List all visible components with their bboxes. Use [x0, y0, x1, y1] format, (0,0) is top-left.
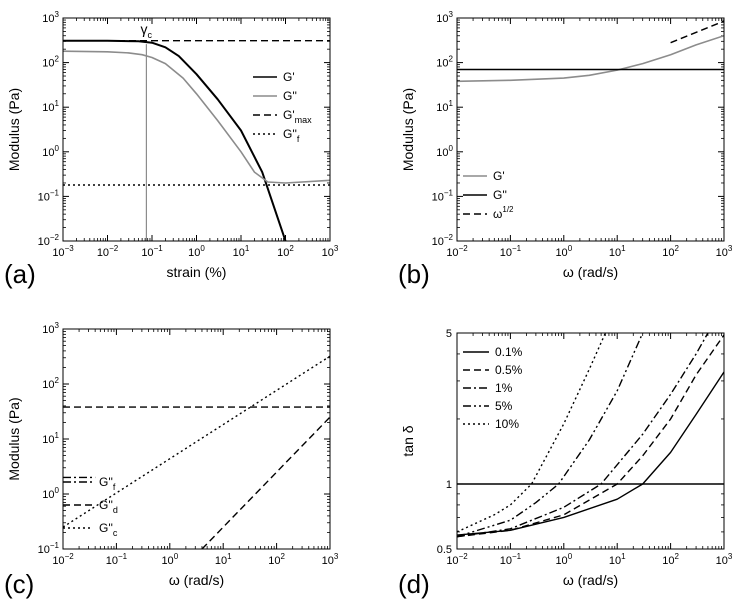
- legend-label: G''f: [99, 475, 116, 492]
- x-axis-label: ω (rad/s): [563, 572, 618, 588]
- y-tick-label: 102: [42, 376, 59, 391]
- x-tick-label: 101: [609, 552, 626, 567]
- x-tick-label: 103: [322, 244, 339, 259]
- x-tick-label: 10−2: [446, 244, 468, 259]
- series-line-10-: [457, 333, 607, 533]
- y-tick-label: 10−1: [38, 541, 60, 556]
- x-tick-label: 10−2: [97, 244, 119, 259]
- legend-label: ω1/2: [493, 205, 514, 221]
- y-tick-label: 100: [42, 486, 59, 501]
- panel-label: (c): [4, 569, 34, 599]
- y-tick-label: 101: [42, 99, 59, 114]
- x-tick-label: 101: [233, 244, 250, 259]
- x-axis-label: strain (%): [167, 264, 227, 280]
- plot-frame: [456, 17, 725, 242]
- y-tick-label: 5: [446, 328, 452, 340]
- y-tick-label: 102: [436, 55, 453, 70]
- x-tick-label: 10−2: [52, 552, 74, 567]
- legend-label: G''d: [99, 498, 118, 515]
- y-tick-label: 102: [42, 55, 59, 70]
- y-tick-label: 10−1: [38, 188, 60, 203]
- y-tick-label: 100: [42, 144, 59, 159]
- legend-label: G': [283, 70, 295, 84]
- x-tick-label: 103: [716, 552, 733, 567]
- y-tick-label: 103: [42, 321, 59, 336]
- series-group: [63, 355, 330, 549]
- x-tick-label: 10−2: [446, 552, 468, 567]
- legend-label: 5%: [495, 399, 513, 413]
- x-tick-label: 101: [609, 244, 626, 259]
- x-tick-label: 100: [555, 244, 572, 259]
- panel-label: (b): [398, 259, 430, 289]
- legend-label: 0.5%: [495, 363, 523, 377]
- y-tick-label: 10−1: [432, 188, 454, 203]
- y-tick-label: 100: [436, 144, 453, 159]
- series-line-0-5-: [457, 334, 724, 538]
- series-line-5-: [457, 333, 644, 538]
- legend-label: 1%: [495, 381, 513, 395]
- x-tick-label: 101: [215, 552, 232, 567]
- legend-label: 0.1%: [495, 345, 523, 359]
- plot-frame: [62, 328, 331, 550]
- y-tick-label: 1: [446, 479, 452, 491]
- y-tick-label: 103: [436, 10, 453, 25]
- legend-label: G'max: [283, 108, 312, 125]
- series-line--1-2: [670, 20, 724, 44]
- y-tick-label: 10−2: [432, 233, 454, 248]
- y-axis-label: Modulus (Pa): [6, 397, 22, 480]
- x-tick-label: 100: [555, 552, 572, 567]
- gamma-c-annotation: γc: [140, 21, 152, 40]
- x-tick-label: 102: [268, 552, 285, 567]
- series-line-g-: [457, 34, 724, 83]
- y-axis-label: Modulus (Pa): [6, 88, 22, 171]
- x-tick-label: 10−1: [106, 552, 128, 567]
- y-tick-label: 103: [42, 10, 59, 25]
- y-axis-label: tan δ: [400, 425, 416, 456]
- series-line-g-: [63, 50, 330, 184]
- y-tick-label: 101: [42, 431, 59, 446]
- series-group: [63, 39, 330, 241]
- y-tick-label: 0.5: [437, 544, 452, 556]
- plot-frame: [62, 17, 331, 242]
- series-line-0-1-: [457, 371, 724, 536]
- y-tick-label: 10−2: [38, 233, 60, 248]
- series-group: [457, 333, 724, 538]
- panel-a: 10−3 10−2 10−1 100 101 102 10310−210−110010110…: [4, 10, 339, 289]
- legend-label: 10%: [495, 417, 519, 431]
- legend-label: G''c: [99, 521, 118, 538]
- panel-label: (d): [398, 569, 430, 599]
- x-tick-label: 10−1: [500, 552, 522, 567]
- legend-label: G'': [283, 89, 297, 103]
- x-tick-label: 103: [322, 552, 339, 567]
- x-tick-label: 102: [662, 244, 679, 259]
- legend-label: G': [493, 169, 505, 183]
- x-axis-label: ω (rad/s): [169, 572, 224, 588]
- x-tick-label: 102: [662, 552, 679, 567]
- x-tick-label: 10−1: [141, 244, 163, 259]
- y-axis-label: Modulus (Pa): [400, 88, 416, 171]
- x-tick-label: 100: [188, 244, 205, 259]
- series-line-g-: [63, 39, 287, 241]
- series-group: [457, 20, 724, 83]
- series-line-1-: [457, 333, 709, 538]
- panel-b: 10−2 10−1 100 101 102 103 10−2 10−1 100 101 102 103…: [398, 10, 733, 289]
- legend-label: G'': [493, 188, 507, 202]
- x-tick-label: 100: [161, 552, 178, 567]
- x-axis-label: ω (rad/s): [563, 264, 618, 280]
- panel-d: 10−2 10−1 100 101 102 103 0.5 1 5 ω (rad/s) tan δ (…: [398, 328, 733, 599]
- y-tick-label: 101: [436, 99, 453, 114]
- x-tick-label: 10−1: [500, 244, 522, 259]
- panel-label: (a): [4, 259, 36, 289]
- x-tick-label: 103: [716, 244, 733, 259]
- x-tick-label: 102: [277, 244, 294, 259]
- x-tick-label: 10−3: [52, 244, 74, 259]
- series-line-g-d-rising: [201, 416, 330, 549]
- plot-frame: [456, 332, 725, 550]
- legend-label: G''f: [283, 127, 300, 144]
